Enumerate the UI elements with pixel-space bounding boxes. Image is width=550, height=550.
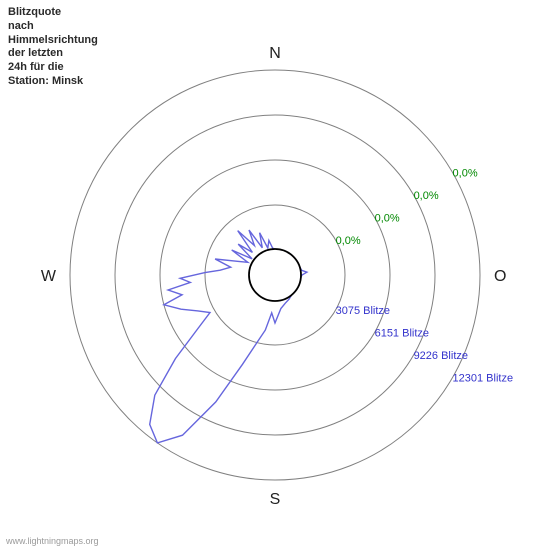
compass-s: S [270,491,281,508]
footer-attribution: www.lightningmaps.org [6,536,99,546]
ring-label-percent: 0,0% [375,213,400,225]
ring-label-count: 6151 Blitze [375,328,429,340]
ring-label-count: 3075 Blitze [336,305,390,317]
ring-label-percent: 0,0% [414,190,439,202]
ring-label-percent: 0,0% [453,168,478,180]
compass-w: W [41,268,57,285]
ring-label-count: 12301 Blitze [453,373,514,385]
ring-label-count: 9226 Blitze [414,350,468,362]
ring-label-percent: 0,0% [336,235,361,247]
inner-ring [249,249,301,301]
chart-title: Blitzquote nach Himmelsrichtung der letz… [8,6,98,89]
compass-n: N [269,45,281,62]
compass-e: O [494,268,506,285]
